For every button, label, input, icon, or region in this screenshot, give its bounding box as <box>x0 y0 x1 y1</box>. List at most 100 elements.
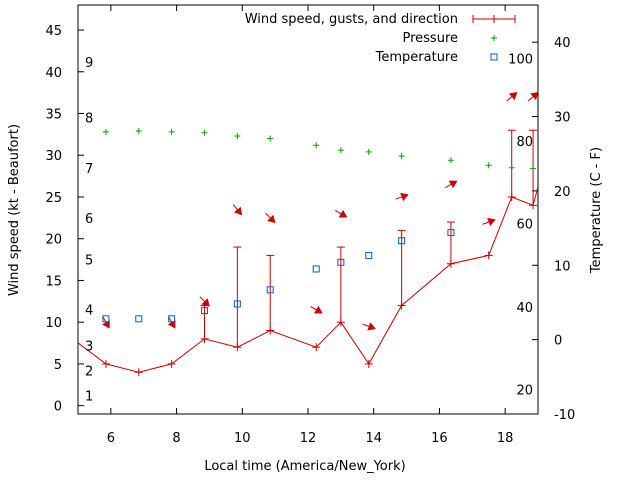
y-left-tick-label: 30 <box>45 149 62 164</box>
temperature-point <box>312 265 320 273</box>
arrow-head <box>201 298 210 307</box>
x-tick-label: 18 <box>497 431 514 446</box>
legend: Wind speed, gusts, and direction Pressure… <box>245 12 516 65</box>
arrow-head <box>267 214 276 224</box>
y-left-tick-label: 40 <box>45 66 62 81</box>
wind-direction-arrow <box>334 209 348 218</box>
y-right-tick-label: -10 <box>554 408 575 423</box>
x-tick-label: 6 <box>107 431 115 446</box>
axes: 6 8 10 12 14 16 18051015202530354045-100102030… <box>45 4 575 446</box>
pressure-point <box>201 129 208 136</box>
pressure-point <box>135 128 142 135</box>
beaufort-label: 3 <box>85 340 93 355</box>
wind-direction-arrow <box>506 92 518 102</box>
pressure-point <box>508 164 515 171</box>
y-left-tick-label: 20 <box>45 233 62 248</box>
wind-direction-arrow <box>482 217 496 227</box>
plot-series <box>78 92 538 377</box>
legend-label: Pressure <box>402 31 458 46</box>
wind-direction-arrow <box>395 192 409 202</box>
x-tick-label: 10 <box>234 431 251 446</box>
y-left-tick-label: 45 <box>45 24 62 39</box>
legend-pressure-swatch <box>491 35 497 41</box>
arrow-head <box>338 209 348 218</box>
y-left-tick-label: 0 <box>54 400 62 415</box>
wind-direction-arrow <box>265 212 276 224</box>
fahrenheit-label: 60 <box>516 218 533 233</box>
tick-marks <box>78 5 538 415</box>
legend-temperature-swatch <box>490 53 498 61</box>
temperature-point <box>233 300 241 308</box>
y-left-tick-label: 25 <box>45 191 62 206</box>
arrow-head <box>367 322 376 331</box>
y-axis-left-label: Wind speed (kt - Beaufort) <box>7 124 22 296</box>
y-left-tick-label: 35 <box>45 108 62 123</box>
arrow-head <box>400 192 409 202</box>
fahrenheit-label: 20 <box>516 383 533 398</box>
arrow-head <box>234 206 243 216</box>
temperature-point <box>201 307 208 315</box>
plot-area <box>78 92 538 377</box>
temperature-point <box>398 237 406 245</box>
legend-label: Wind speed, gusts, and direction <box>245 12 458 27</box>
temperature-point <box>447 229 455 237</box>
arrow-head <box>314 305 323 314</box>
pressure-point <box>337 147 344 154</box>
pressure-point <box>365 148 372 155</box>
beaufort-label: 1 <box>85 390 93 405</box>
pressure-point <box>313 142 320 149</box>
pressure-point <box>398 153 405 160</box>
wind-direction-arrow <box>199 296 210 307</box>
beaufort-label: 8 <box>85 112 93 127</box>
pressure-point <box>530 165 537 172</box>
arrow-head <box>167 319 176 329</box>
legend-label: Temperature <box>375 50 458 65</box>
arrow-head <box>487 217 496 227</box>
pressure-point <box>447 157 454 164</box>
temperature-point <box>266 286 274 294</box>
arrow-head <box>530 92 538 101</box>
x-axis-label: Local time (America/New_York) <box>204 459 405 474</box>
arrow-head <box>508 92 518 101</box>
y-axis-right-label: Temperature (C - F) <box>589 147 604 274</box>
beaufort-label: 2 <box>85 365 93 380</box>
pressure-point <box>485 162 492 169</box>
temperature-point <box>135 315 143 323</box>
pressure-point <box>168 128 175 135</box>
wind-direction-arrow <box>445 180 458 189</box>
y-left-tick-label: 15 <box>45 274 62 289</box>
x-tick-label: 16 <box>431 431 448 446</box>
temperature-point <box>337 258 345 266</box>
x-tick-label: 14 <box>365 431 382 446</box>
beaufort-label: 6 <box>85 212 93 227</box>
pressure-point <box>102 128 109 135</box>
temperature-point <box>365 252 373 260</box>
arrow-head <box>102 319 110 329</box>
beaufort-label: 7 <box>85 162 93 177</box>
wind-speed-line <box>78 185 538 373</box>
y-left-tick-label: 5 <box>54 358 62 373</box>
x-tick-label: 8 <box>172 431 180 446</box>
beaufort-label: 9 <box>85 56 93 71</box>
y-left-tick-label: 10 <box>45 316 62 331</box>
temperature-point <box>102 315 110 323</box>
beaufort-label: 4 <box>85 304 93 319</box>
fahrenheit-label: 100 <box>508 53 533 68</box>
y-right-tick-label: 40 <box>554 36 571 51</box>
plot-frame <box>77 4 539 415</box>
pressure-point <box>267 135 274 142</box>
wind-direction-arrow <box>310 305 323 314</box>
fahrenheit-label: 40 <box>516 301 533 316</box>
beaufort-label: 5 <box>85 254 93 269</box>
y-right-tick-label: 20 <box>554 185 571 200</box>
wind-direction-arrow <box>362 322 376 331</box>
fahrenheit-label: 80 <box>516 135 533 150</box>
x-tick-label: 12 <box>300 431 317 446</box>
arrow-head <box>448 180 458 189</box>
wind-direction-arrow <box>232 204 243 216</box>
y-right-tick-label: 0 <box>554 334 562 349</box>
temperature-point <box>168 315 176 323</box>
y-right-tick-label: 10 <box>554 259 571 274</box>
y-right-tick-label: 30 <box>554 111 571 126</box>
